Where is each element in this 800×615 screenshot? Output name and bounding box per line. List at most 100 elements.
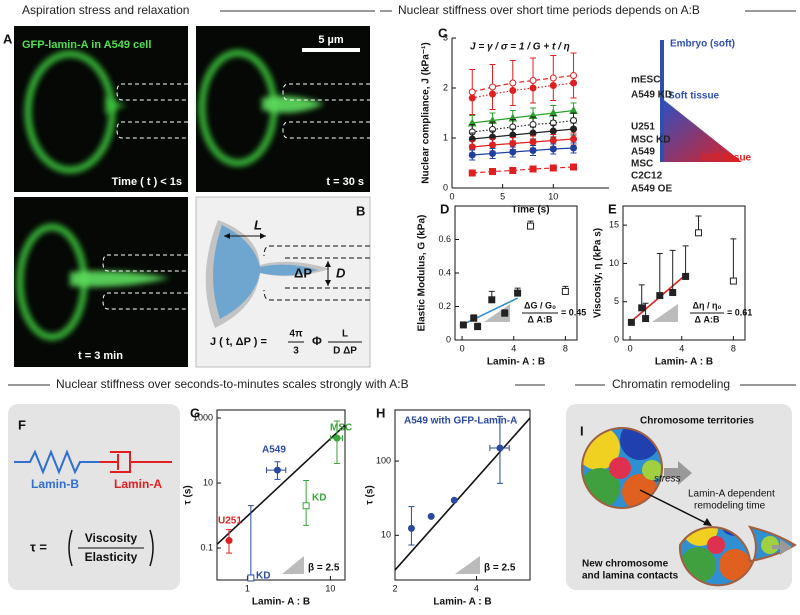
x-axis-label: Lamin- A : B (487, 357, 545, 368)
series-label: A549 KD (631, 90, 672, 101)
error-bar (333, 420, 340, 464)
time-label: t = 30 s (326, 176, 364, 188)
slope-label: Δ A:B (528, 314, 553, 324)
marker (333, 434, 341, 442)
panel-label: A (3, 31, 13, 46)
marker (468, 143, 476, 151)
panel-label: G (190, 405, 200, 420)
time-label: t = 3 min (78, 350, 123, 362)
error-bar (247, 505, 254, 578)
stress-arrow (664, 461, 692, 485)
y-tick-label: 3 (443, 32, 448, 42)
series-label: MSC KD (631, 135, 670, 146)
marker (489, 141, 497, 149)
marker (489, 83, 497, 91)
marker (669, 289, 677, 297)
error-bar (682, 245, 689, 277)
slope-triangle (282, 556, 304, 574)
marker (695, 229, 703, 237)
x-axis-label: Lamin- A : B (252, 597, 310, 608)
error-bar (730, 238, 737, 282)
marker (488, 296, 496, 304)
section-header: Aspiration stress and relaxation (22, 3, 189, 17)
marker (549, 82, 557, 89)
marker (509, 140, 517, 147)
y-axis-label: τ (s) (365, 485, 376, 504)
x-tick-label: 4 (679, 343, 684, 353)
slope-triangle (484, 304, 510, 322)
marker (561, 287, 569, 295)
time-label: Time ( t ) < 1s (112, 176, 182, 188)
annotation: and lamina contacts (582, 571, 679, 582)
aspiration-schematic (195, 196, 371, 368)
nucleus-outline (581, 427, 663, 509)
series-label: A549 (262, 445, 286, 456)
marker (509, 148, 517, 156)
marker (529, 138, 537, 146)
marker (570, 163, 578, 171)
micrograph (14, 26, 188, 192)
panel-label: D (440, 201, 449, 216)
x-tick-label: 4 (474, 583, 479, 593)
x-tick-label: 0 (460, 343, 465, 353)
x-axis-label: Lamin- A : B (433, 597, 491, 608)
series-label: MSC (631, 159, 653, 170)
marker (468, 151, 476, 159)
image-caption: GFP-lamin-A in A549 cell (22, 39, 151, 51)
plot-frame (394, 409, 531, 581)
x-tick-label: 10 (548, 191, 558, 201)
panel-label: B (356, 203, 365, 218)
marker (627, 318, 635, 326)
marker (529, 84, 537, 92)
x-axis-label: Lamin- A : B (655, 357, 713, 368)
micrograph (14, 197, 188, 367)
marker (570, 135, 578, 143)
tau-formula: τ = (30, 539, 47, 554)
y-axis-label: Nuclear compliance, J (kPa⁻¹) (421, 42, 432, 183)
marker (302, 502, 310, 510)
y-tick-label: 0 (443, 182, 448, 192)
marker (549, 74, 557, 82)
y-tick-label: 0.6 (438, 234, 451, 244)
marker (549, 127, 557, 135)
marker (427, 512, 435, 520)
marker (489, 90, 497, 98)
tau-denominator: Elasticity (85, 550, 138, 564)
tissue-scale (660, 40, 742, 162)
fit-line (394, 417, 531, 571)
x-axis-label: Time (s) (511, 205, 549, 216)
equation: L (342, 329, 348, 340)
marker (549, 145, 557, 153)
series-label: mESC (631, 75, 660, 86)
annotation: Chromosome territories (640, 416, 754, 427)
slope-label: = 0.61 (727, 307, 752, 317)
marker (682, 272, 690, 280)
marker (450, 496, 458, 504)
x-tick-label: 0 (628, 343, 633, 353)
marker (527, 222, 535, 230)
x-tick-label: 1 (245, 583, 250, 593)
marker (496, 444, 504, 452)
dashpot-label: Lamin-A (114, 477, 162, 491)
series-line (472, 166, 574, 174)
slope-label: β = 2.5 (484, 563, 516, 574)
series-label: A549 OE (631, 184, 672, 195)
spring-label: Lamin-B (31, 477, 79, 491)
series-label: KD (256, 571, 270, 582)
panel-label: I (580, 423, 584, 438)
x-tick-label: 2 (392, 583, 397, 593)
panel-label: C (438, 25, 448, 40)
y-tick-label: 100 (376, 455, 391, 465)
plot-frame (622, 205, 746, 341)
arrowhead (703, 518, 712, 526)
annotation: New chromosome (582, 559, 669, 570)
marker (225, 537, 233, 545)
y-tick-label: 0.4 (438, 267, 451, 277)
y-axis-label: τ (s) (183, 485, 194, 504)
equation: Φ (312, 334, 322, 348)
marker (474, 323, 482, 331)
marker (468, 88, 476, 96)
parenthesis (68, 529, 154, 567)
y-tick-label: 10 (609, 258, 619, 268)
marker (529, 165, 537, 173)
